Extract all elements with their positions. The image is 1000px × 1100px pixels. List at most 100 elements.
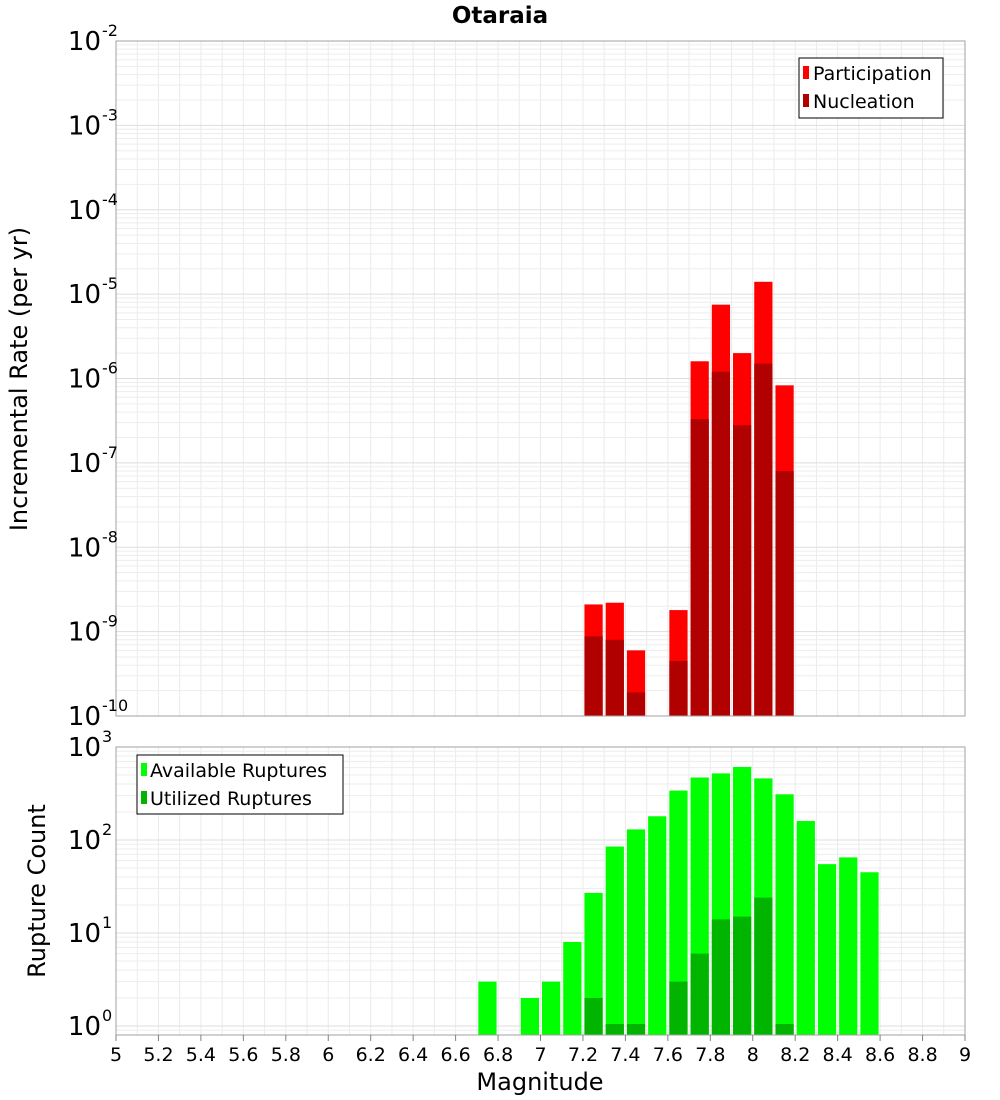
top-y-tick-label: 10 -4: [68, 190, 118, 226]
top-bars: [584, 281, 794, 716]
y-tick-base: 10: [68, 533, 101, 563]
y-tick-base: 10: [68, 196, 101, 226]
top-y-axis-label: Incremental Rate (per yr): [5, 227, 33, 531]
bottom-bar-available-ruptures: [478, 981, 497, 1035]
y-tick-base: 10: [68, 618, 101, 648]
bottom-bar-utilized-ruptures: [584, 997, 603, 1035]
bottom-y-tick-label: 10 0: [68, 1006, 112, 1042]
x-tick-label: 7.4: [610, 1044, 640, 1066]
legend-label-participation: Participation: [813, 63, 932, 85]
top-legend: Participation Nucleation: [798, 57, 944, 119]
top-plot-border: [115, 40, 966, 717]
bottom-bar-available-ruptures: [648, 816, 667, 1035]
y-tick-base: 10: [68, 702, 101, 732]
bottom-y-tick-label: 10 1: [68, 913, 112, 949]
y-tick-base: 10: [68, 826, 101, 856]
x-tick-label: 5.8: [271, 1044, 301, 1066]
bottom-bar-available-ruptures: [520, 997, 539, 1035]
y-tick-exponent: 3: [102, 727, 112, 746]
bottom-bar-utilized-ruptures: [754, 897, 773, 1035]
top-y-tick-label: 10 -7: [68, 443, 118, 479]
x-tick-label: 6.4: [398, 1044, 428, 1066]
bottom-y-tick-label: 10 2: [68, 820, 112, 856]
top-bar-nucleation: [605, 639, 624, 716]
top-grid: [115, 41, 966, 717]
x-tick-label: 8: [747, 1044, 759, 1066]
bottom-bar-available-ruptures: [817, 864, 837, 1035]
legend-label-available: Available Ruptures: [150, 760, 327, 782]
x-tick-label: 8.8: [907, 1044, 937, 1066]
y-tick-exponent: 2: [102, 820, 112, 839]
legend-swatch-utilized: [141, 791, 147, 804]
top-y-tick-label: 10 -2: [68, 21, 118, 57]
bottom-bar-available-ruptures: [839, 857, 858, 1035]
legend-swatch-participation: [803, 66, 809, 79]
top-bar-nucleation: [733, 425, 752, 716]
top-y-tick-label: 10 -6: [68, 359, 118, 395]
bottom-bar-available-ruptures: [542, 981, 561, 1035]
bottom-bar-utilized-ruptures: [775, 1024, 794, 1035]
x-tick-label: 8.2: [780, 1044, 810, 1066]
y-tick-exponent: -8: [102, 527, 118, 546]
legend-swatch-nucleation: [803, 94, 809, 107]
x-tick-label: 5: [110, 1044, 122, 1066]
y-tick-base: 10: [68, 280, 101, 310]
bottom-y-tick-label: 10 3: [68, 727, 112, 763]
legend-label-utilized: Utilized Ruptures: [150, 788, 312, 810]
top-bar-nucleation: [584, 636, 603, 716]
top-bar-nucleation: [775, 471, 794, 716]
y-tick-exponent: -10: [102, 696, 128, 715]
top-y-tick-label: 10 -3: [68, 105, 118, 141]
x-tick-label: 5.4: [186, 1044, 216, 1066]
top-bar-nucleation: [690, 419, 709, 716]
bottom-bar-utilized-ruptures: [669, 981, 688, 1035]
x-tick-label: 7.8: [695, 1044, 725, 1066]
x-tick-label: 5.6: [228, 1044, 258, 1066]
x-tick-label: 6: [322, 1044, 334, 1066]
top-y-tick-label: 10 -9: [68, 612, 118, 648]
y-tick-base: 10: [68, 365, 101, 395]
x-tick-label: 7.6: [653, 1044, 683, 1066]
x-tick-label: 7.2: [568, 1044, 598, 1066]
y-tick-exponent: -4: [102, 190, 118, 209]
bottom-bar-available-ruptures: [669, 790, 688, 1035]
top-y-tick-label: 10 -5: [68, 274, 118, 310]
top-bar-nucleation: [669, 660, 688, 716]
bottom-bar-utilized-ruptures: [626, 1024, 646, 1035]
bottom-bars: [478, 766, 879, 1035]
y-tick-base: 10: [68, 27, 101, 57]
chart-title: Otaraia: [452, 3, 548, 29]
x-tick-label: 6.2: [356, 1044, 386, 1066]
bottom-y-axis-label: Rupture Count: [23, 804, 51, 978]
y-tick-exponent: 1: [102, 913, 112, 932]
x-tick-labels: 5 5.2 5.4 5.6 5.8 6 6.2 6.4 6.6 6.8 7 7.2 7.4 7.6 7.8 8…: [110, 1035, 971, 1066]
bottom-bar-utilized-ruptures: [690, 953, 709, 1035]
x-tick-label: 7: [534, 1044, 546, 1066]
bottom-bar-utilized-ruptures: [733, 916, 752, 1035]
x-axis-label: Magnitude: [476, 1068, 603, 1096]
top-bar-nucleation: [626, 692, 646, 716]
x-tick-label: 6.6: [440, 1044, 470, 1066]
bottom-bar-available-ruptures: [796, 821, 815, 1035]
x-tick-label: 6.8: [483, 1044, 513, 1066]
y-tick-exponent: -2: [102, 21, 118, 40]
top-y-tick-label: 10 -8: [68, 527, 118, 563]
legend-label-nucleation: Nucleation: [813, 91, 915, 113]
y-tick-exponent: 0: [102, 1006, 112, 1025]
y-tick-exponent: -7: [102, 443, 118, 462]
bottom-bar-available-ruptures: [775, 794, 794, 1035]
bottom-bar-available-ruptures: [605, 846, 624, 1035]
bottom-bar-available-ruptures: [563, 942, 582, 1035]
bottom-bar-available-ruptures: [626, 829, 646, 1035]
y-tick-exponent: -5: [102, 274, 118, 293]
x-tick-label: 5.2: [143, 1044, 173, 1066]
bottom-bar-utilized-ruptures: [711, 919, 731, 1035]
bottom-bar-utilized-ruptures: [605, 1024, 624, 1035]
x-tick-label: 8.6: [865, 1044, 895, 1066]
bottom-legend: Available Ruptures Utilized Ruptures: [136, 754, 344, 815]
legend-swatch-available: [141, 763, 147, 776]
